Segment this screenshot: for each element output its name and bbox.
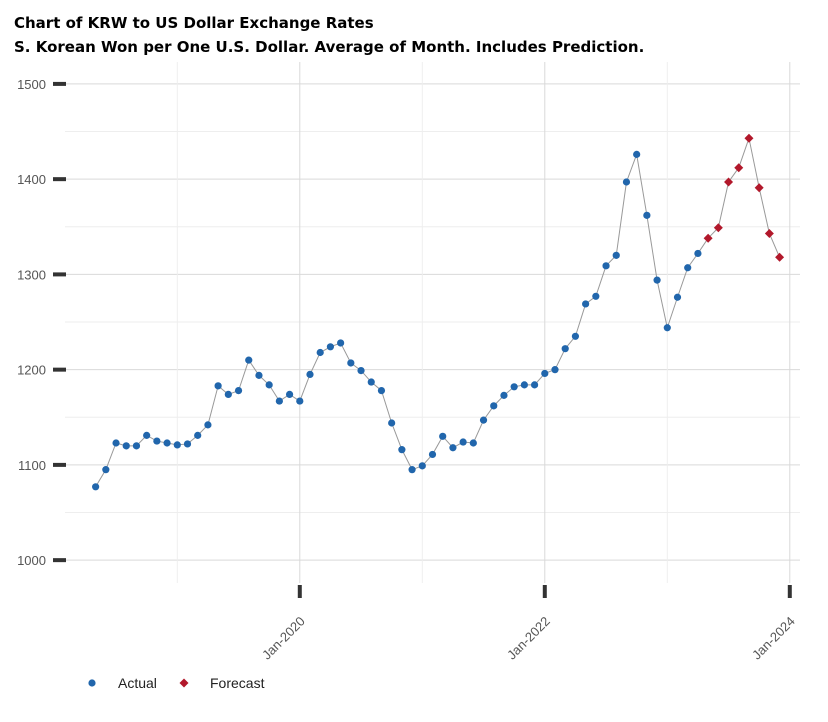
data-point [775,252,785,262]
data-point [377,387,386,395]
data-point [479,416,488,424]
legend-marker [88,679,96,687]
data-point [245,356,253,364]
y-tick-label: 1200 [17,363,46,378]
data-point [408,466,416,474]
data-point [306,370,314,379]
data-point [703,233,713,243]
data-point [255,371,263,379]
data-point [163,439,171,447]
data-point [653,276,661,284]
data-point [713,223,723,233]
data-point [102,466,110,474]
data-point [439,432,447,440]
series-line [95,136,781,488]
x-tick-label: Jan-2020 [259,614,308,663]
data-point [234,387,243,395]
data-point [428,450,437,459]
data-point [224,390,232,399]
data-point [337,339,345,347]
chart-subtitle: S. Korean Won per One U.S. Dollar. Avera… [14,38,644,56]
data-point [173,441,181,449]
data-point [724,177,734,187]
data-point [92,483,100,491]
data-point [285,390,294,399]
x-tick-label: Jan-2024 [749,614,798,663]
data-point [754,183,764,193]
data-point [459,438,467,446]
data-point [612,251,620,259]
data-point [571,332,580,340]
data-point [143,431,151,439]
data-point [367,378,375,386]
data-point [520,381,528,389]
data-point [684,264,692,272]
data-point [602,262,610,270]
data-point [592,292,600,300]
data-point [582,300,590,308]
data-point [204,421,212,429]
y-tick-label: 1000 [17,553,46,568]
data-point [633,150,641,158]
data-point [663,324,671,332]
data-point [643,211,651,219]
data-point [622,178,631,186]
data-point [490,402,498,410]
x-tick-label: Jan-2022 [504,614,553,663]
y-tick-label: 1300 [17,267,46,282]
legend-marker [179,678,189,688]
data-point [316,348,324,357]
y-tick-label: 1400 [17,172,46,187]
data-point [734,163,744,173]
chart-title: Chart of KRW to US Dollar Exchange Rates [14,14,374,32]
data-point [500,391,508,399]
data-point [153,437,161,445]
data-point [112,439,120,447]
data-point [347,359,355,367]
data-point [296,397,304,405]
data-point [357,366,365,375]
data-point [561,345,569,353]
data-point [122,442,130,450]
data-point [449,444,457,452]
data-point [132,442,141,450]
legend-label: Forecast [210,675,265,691]
data-point [183,440,192,448]
data-point [694,249,702,258]
data-point [744,133,754,143]
data-point [214,382,222,390]
data-point [673,293,682,301]
data-point [194,431,202,439]
data-point [326,343,335,351]
data-point [265,381,273,389]
data-point [398,446,406,454]
data-point [469,439,477,447]
y-tick-label: 1100 [18,458,46,473]
data-point [388,419,396,427]
legend-label: Actual [118,675,157,691]
data-point [530,381,539,389]
data-point [541,369,549,378]
data-point [418,462,426,470]
data-point [510,383,518,391]
y-tick-label: 1500 [17,77,46,92]
data-point [551,366,559,374]
data-point [764,228,774,238]
data-point [275,397,283,405]
